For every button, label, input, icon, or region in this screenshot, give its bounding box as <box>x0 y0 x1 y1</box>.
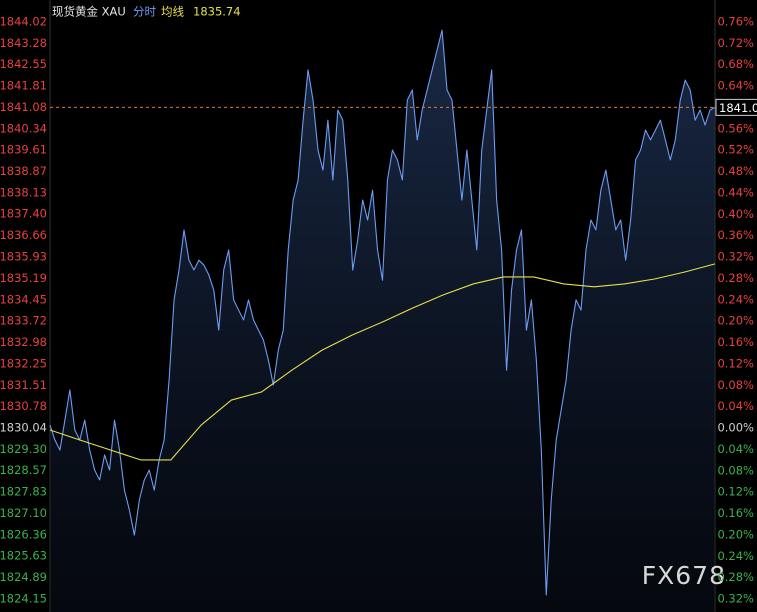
y2-tick-label: 0.08% <box>717 378 754 392</box>
y2-tick-label: 0.28% <box>717 570 754 584</box>
y2-tick-label: 0.36% <box>717 228 754 242</box>
y-tick-label: 1842.55 <box>0 57 47 71</box>
y2-tick-label: 0.20% <box>717 314 754 328</box>
y2-tick-label: 0.16% <box>717 506 754 520</box>
y2-tick-label: 0.32% <box>717 250 754 264</box>
y-tick-label: 1826.36 <box>0 527 47 541</box>
y2-tick-label: 0.04% <box>717 399 754 413</box>
price-area <box>50 30 715 612</box>
y-tick-label: 1841.08 <box>0 100 47 114</box>
y2-tick-label: 0.08% <box>717 463 754 477</box>
y-tick-label: 1843.28 <box>0 36 47 50</box>
y-tick-label: 1834.45 <box>0 292 47 306</box>
y-tick-label: 1824.89 <box>0 570 47 584</box>
y-tick-label: 1841.81 <box>0 79 47 93</box>
chart-title: 现货黄金 XAU <box>52 5 126 19</box>
y-tick-label: 1824.15 <box>0 592 47 606</box>
y2-tick-label: 0.00% <box>717 421 754 435</box>
y-tick-label: 1838.87 <box>0 164 47 178</box>
y-tick-label: 1838.13 <box>0 186 47 200</box>
y-tick-label: 1840.34 <box>0 121 47 135</box>
y2-tick-label: 0.12% <box>717 485 754 499</box>
y-tick-label: 1836.66 <box>0 228 47 242</box>
y2-tick-label: 0.40% <box>717 207 754 221</box>
y-tick-label: 1835.93 <box>0 249 47 263</box>
legend-price: 分时 <box>133 5 156 19</box>
y2-tick-label: 0.76% <box>717 15 754 29</box>
y-tick-label: 1839.61 <box>0 143 47 157</box>
y2-tick-label: 0.52% <box>717 143 754 157</box>
y2-tick-label: 0.72% <box>717 36 754 50</box>
y2-tick-label: 0.44% <box>717 185 754 199</box>
last-price-label: 1841.08 <box>719 101 757 115</box>
last-price-box <box>715 98 757 116</box>
avg-value: 1835.74 <box>193 5 241 19</box>
y-tick-label: 1827.83 <box>0 485 47 499</box>
y-tick-label: 1830.04 <box>0 420 47 434</box>
y2-tick-label: 0.32% <box>717 592 754 606</box>
y2-tick-label: 0.56% <box>717 121 754 135</box>
legend-avg: 均线 <box>161 5 184 19</box>
watermark: FX678 <box>642 561 726 590</box>
y-tick-label: 1831.51 <box>0 378 47 392</box>
y-tick-label: 1844.02 <box>0 15 47 29</box>
y-tick-label: 1833.72 <box>0 314 47 328</box>
y2-tick-label: 0.68% <box>717 57 754 71</box>
y2-tick-label: 0.16% <box>717 335 754 349</box>
plot <box>49 29 716 612</box>
y2-tick-label: 0.20% <box>717 527 754 541</box>
y-tick-label: 1827.10 <box>0 506 47 520</box>
y-tick-label: 1837.40 <box>0 207 47 221</box>
y2-tick-label: 0.28% <box>717 271 754 285</box>
y-tick-label: 1825.63 <box>0 549 47 563</box>
price-line <box>49 29 716 596</box>
y2-tick-label: 0.04% <box>717 442 754 456</box>
y-tick-label: 1829.30 <box>0 442 47 456</box>
y2-tick-label: 0.12% <box>717 356 754 370</box>
y-tick-label: 1832.25 <box>0 356 47 370</box>
y2-tick-label: 0.48% <box>717 164 754 178</box>
avg-line <box>49 263 716 461</box>
y-tick-label: 1828.57 <box>0 463 47 477</box>
y-tick-label: 1832.98 <box>0 335 47 349</box>
y-tick-label: 1830.78 <box>0 399 47 413</box>
y-tick-label: 1835.19 <box>0 271 47 285</box>
y2-tick-label: 0.24% <box>717 292 754 306</box>
y2-tick-label: 0.64% <box>717 79 754 93</box>
y2-tick-label: 0.24% <box>717 549 754 563</box>
